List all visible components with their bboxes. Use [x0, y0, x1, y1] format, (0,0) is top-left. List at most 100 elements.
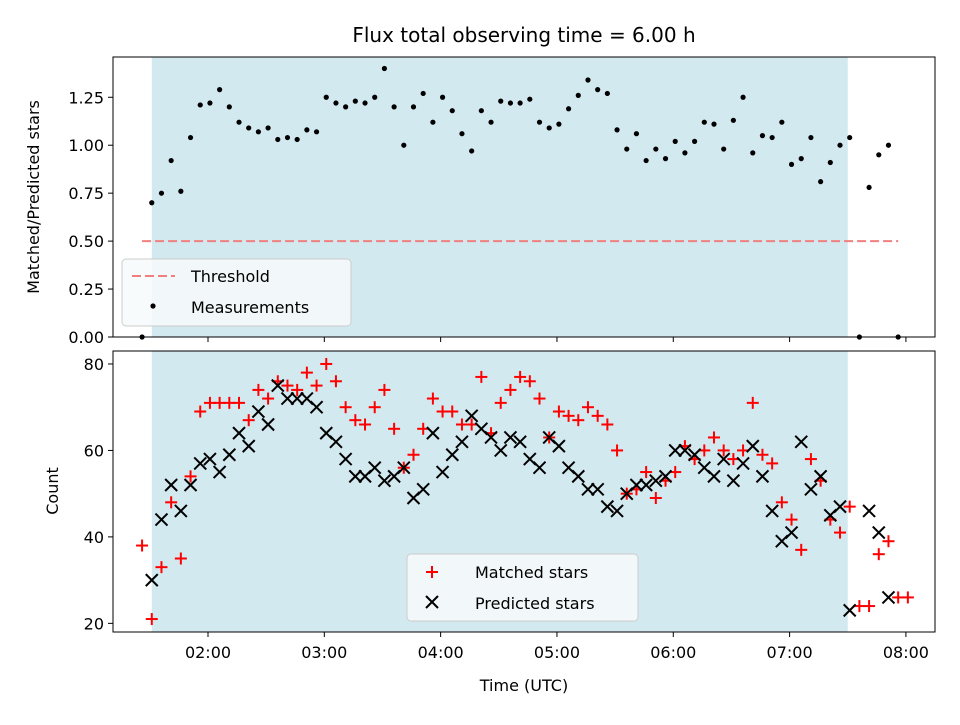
- measurement-point: [779, 119, 785, 125]
- measurement-point: [381, 65, 388, 72]
- x-tick-label: 06:00: [650, 643, 696, 662]
- predicted-star-point: [881, 590, 896, 605]
- legend-measurements-swatch: [150, 303, 156, 309]
- matched-star-point: [320, 357, 333, 370]
- measurement-point: [352, 98, 358, 104]
- predicted-star-point: [309, 400, 324, 414]
- measurement-point: [575, 92, 581, 98]
- predicted-star-point: [581, 482, 595, 497]
- predicted-star-point: [687, 448, 702, 462]
- predicted-star-point: [629, 478, 644, 492]
- predicted-star-point: [842, 603, 857, 618]
- matched-star-point: [233, 396, 246, 409]
- predicted-star-point: [348, 469, 363, 484]
- measurement-point: [178, 188, 184, 194]
- measurement-point: [565, 106, 572, 112]
- measurement-point: [730, 117, 736, 123]
- predicted-star-point: [794, 435, 808, 449]
- legend-predicted-swatch: [425, 595, 439, 609]
- predicted-star-point: [203, 452, 217, 466]
- predicted-star-point: [445, 448, 459, 462]
- matched-star-point: [843, 500, 856, 513]
- measurement-point: [527, 96, 533, 102]
- measurement-point: [304, 127, 310, 133]
- top-panel: 0.00 0.25 0.50 0.75 1.00 1.25 Flux total obse…: [24, 23, 936, 347]
- y-tick-label: 40: [84, 528, 104, 547]
- measurement-point: [449, 108, 455, 114]
- legend-threshold-label: Threshold: [190, 267, 270, 286]
- matched-star-point: [640, 466, 653, 479]
- predicted-star-point: [765, 504, 779, 518]
- measurement-point: [847, 134, 853, 141]
- measurement-point: [478, 108, 484, 114]
- top-legend: Threshold Measurements: [121, 258, 352, 327]
- measurement-point: [391, 104, 397, 110]
- matched-star-point: [145, 613, 158, 626]
- predicted-star-point: [290, 391, 304, 406]
- measurement-point: [546, 125, 552, 131]
- predicted-star-point: [232, 426, 246, 440]
- measurement-point: [624, 146, 630, 152]
- predicted-star-point: [639, 478, 653, 492]
- top-y-axis-ticks: 0.00 0.25 0.50 0.75 1.00 1.25: [68, 88, 113, 347]
- measurement-point: [750, 150, 756, 156]
- measurement-point: [672, 138, 678, 144]
- measurement-point: [585, 77, 591, 83]
- measurement-point: [439, 94, 446, 100]
- top-x-axis-ticks: [207, 337, 907, 342]
- measurement-point: [818, 179, 824, 185]
- chart-title: Flux total observing time = 6.00 h: [352, 23, 695, 47]
- predicted-star-point: [397, 461, 411, 475]
- measurement-point: [372, 94, 378, 100]
- legend-matched-swatch: [426, 566, 438, 578]
- matched-star-point: [504, 383, 517, 396]
- measurement-point: [517, 100, 523, 106]
- matched-star-point: [834, 526, 847, 539]
- predicted-star-point: [513, 435, 527, 449]
- predicted-star-point: [755, 469, 770, 484]
- y-tick-label: 80: [84, 355, 104, 374]
- measurement-point: [633, 131, 640, 137]
- matched-star-point: [562, 409, 575, 422]
- matched-star-point: [514, 370, 527, 383]
- predicted-star-point: [862, 504, 876, 518]
- measurement-point: [430, 119, 436, 125]
- y-tick-label: 0.50: [68, 232, 104, 251]
- measurement-point: [614, 127, 620, 133]
- measurement-point: [507, 100, 514, 106]
- matched-star-point: [252, 383, 265, 396]
- predicted-star-point: [280, 391, 295, 406]
- legend-matched-label: Matched stars: [475, 563, 588, 582]
- y-tick-label: 60: [84, 441, 104, 460]
- matched-star-point: [300, 366, 313, 379]
- top-y-axis-label: Matched/Predicted stars: [24, 100, 43, 294]
- matched-star-point: [388, 422, 401, 435]
- matched-star-point: [475, 370, 488, 383]
- measurement-point: [246, 125, 252, 131]
- predicted-star-point: [174, 504, 188, 518]
- predicted-star-point: [668, 443, 682, 458]
- predicted-star-point: [154, 512, 169, 527]
- matched-star-point: [194, 405, 207, 418]
- measurement-point: [459, 131, 465, 137]
- measurement-point: [469, 148, 475, 154]
- measurement-point: [265, 125, 271, 131]
- predicted-star-point: [610, 504, 624, 518]
- predicted-star-point: [183, 478, 198, 492]
- matched-star-point: [446, 405, 459, 418]
- matched-star-point: [329, 375, 342, 388]
- predicted-star-point: [813, 469, 828, 484]
- x-tick-label: 03:00: [301, 643, 347, 662]
- predicted-star-point: [746, 439, 760, 453]
- measurement-point: [808, 134, 814, 141]
- bottom-plot-frame: [112, 350, 936, 633]
- predicted-star-point: [261, 417, 275, 432]
- matched-star-point: [785, 513, 798, 526]
- matched-star-point: [863, 600, 876, 613]
- measurement-point: [217, 87, 223, 93]
- matched-star-point: [281, 379, 294, 392]
- predicted-star-point: [600, 499, 615, 514]
- matched-star-point: [717, 444, 730, 457]
